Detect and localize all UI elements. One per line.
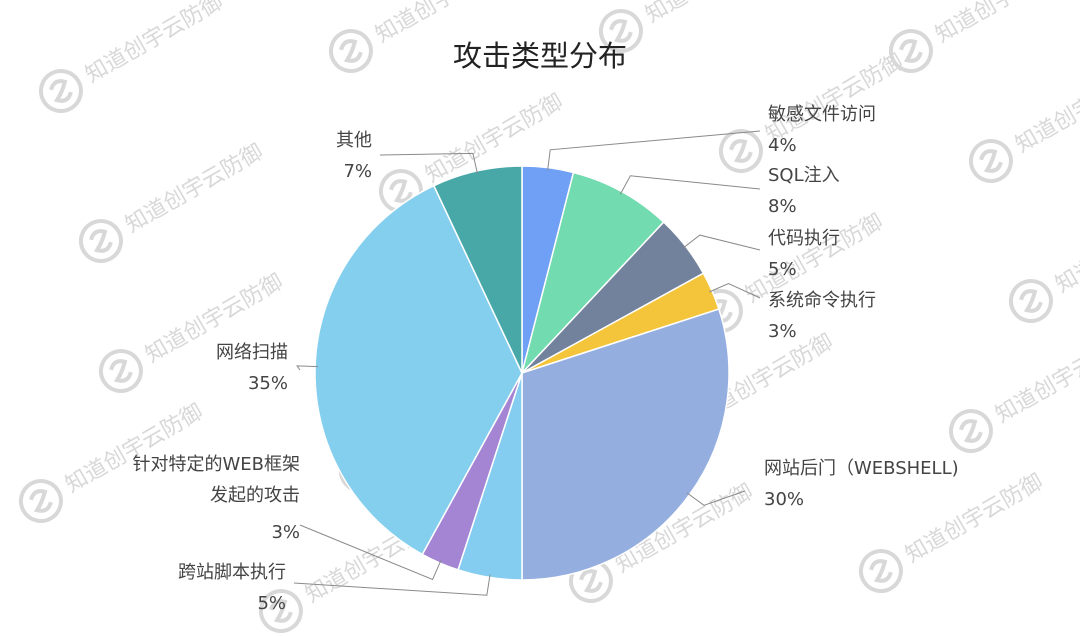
slice-category-label: 敏感文件访问: [768, 104, 876, 125]
slice-category-label: 针对特定的WEB框架: [132, 454, 300, 475]
cloud-shield-logo-icon: [718, 129, 763, 173]
watermark-text: 知道创宇云防御: [931, 0, 1077, 48]
watermark: 知道创宇云防御: [858, 469, 1047, 593]
slice-value-label: 30%: [764, 489, 804, 510]
slice-category-label: 网络扫描: [216, 342, 288, 363]
watermark-text: 知道创宇云防御: [991, 329, 1080, 428]
slice-category-label: SQL注入: [768, 165, 840, 186]
watermark: 知道创宇云防御: [948, 329, 1080, 453]
slice-label: 网络扫描 35%: [216, 342, 288, 394]
slice-value-label: 5%: [257, 593, 286, 614]
slice-category-label: 代码执行: [768, 228, 840, 249]
leader-line: [709, 283, 761, 299]
slice-label: 敏感文件访问 4%: [768, 104, 876, 156]
cloud-shield-logo-icon: [328, 29, 373, 73]
cloud-shield-logo-icon: [858, 549, 903, 593]
cloud-shield-logo-icon: [38, 69, 83, 113]
slice-category-label: 发起的攻击: [210, 485, 300, 506]
cloud-shield-logo-icon: [948, 409, 993, 453]
leader-lines: [293, 130, 761, 596]
watermark-text: 知道创宇云防御: [761, 49, 907, 148]
slice-value-label: 5%: [768, 259, 797, 280]
cloud-shield-logo-icon: [78, 219, 123, 263]
slice-category-label: 其他: [336, 130, 372, 151]
leader-line: [293, 574, 491, 596]
leader-line: [379, 152, 478, 175]
watermark: 知道创宇云防御: [1008, 199, 1080, 323]
watermark: 知道创宇云防御: [888, 0, 1077, 73]
cloud-shield-logo-icon: [98, 349, 143, 393]
leader-line: [296, 365, 319, 371]
watermark-text: 知道创宇云防御: [61, 399, 207, 498]
slice-label: 代码执行 5%: [768, 228, 840, 280]
slice-label: 跨站脚本执行 5%: [178, 562, 286, 614]
pie-slices: [314, 165, 730, 581]
leader-line: [619, 175, 761, 195]
slice-category-label: 网站后门（WEBSHELL): [764, 458, 959, 479]
slice-value-label: 7%: [343, 161, 372, 182]
cloud-shield-logo-icon: [598, 9, 643, 53]
watermark-text: 知道创宇云防御: [121, 139, 267, 238]
slice-labels: 敏感文件访问 4% SQL注入 8% 代码执行 5% 系统命令执行 3% 网站后门（WEBSHE…: [132, 104, 958, 614]
slice-category-label: 系统命令执行: [768, 290, 876, 311]
watermark: 知道创宇云防御: [78, 139, 267, 263]
watermark-text: 知道创宇云防御: [1051, 199, 1080, 298]
watermark-text: 知道创宇云防御: [901, 469, 1047, 568]
slice-label: 其他 7%: [336, 130, 372, 182]
watermark: 知道创宇云防御: [968, 59, 1080, 183]
watermark-text: 知道创宇云防御: [81, 0, 227, 88]
cloud-shield-logo-icon: [968, 139, 1013, 183]
leader-line: [299, 524, 442, 581]
watermark-text: 知道创宇云防御: [1011, 59, 1080, 158]
slice-value-label: 4%: [768, 135, 797, 156]
leader-line: [547, 130, 761, 171]
leader-line: [682, 234, 761, 251]
cloud-shield-logo-icon: [1008, 279, 1053, 323]
slice-value-label: 8%: [768, 196, 797, 217]
cloud-shield-logo-icon: [258, 589, 303, 633]
slice-value-label: 3%: [768, 321, 797, 342]
leader-line: [686, 490, 746, 506]
slice-label: SQL注入 8%: [768, 165, 840, 217]
slice-value-label: 35%: [248, 373, 288, 394]
chart-title: 攻击类型分布: [453, 39, 627, 73]
slice-category-label: 跨站脚本执行: [178, 562, 286, 583]
slice-label: 系统命令执行 3%: [768, 290, 876, 342]
slice-label: 网站后门（WEBSHELL) 30%: [764, 458, 959, 510]
watermark-text: 知道创宇云防御: [641, 0, 787, 28]
slice-value-label: 3%: [271, 522, 300, 543]
watermark: 知道创宇云防御: [38, 0, 227, 113]
cloud-shield-logo-icon: [888, 29, 933, 73]
cloud-shield-logo-icon: [18, 479, 63, 523]
